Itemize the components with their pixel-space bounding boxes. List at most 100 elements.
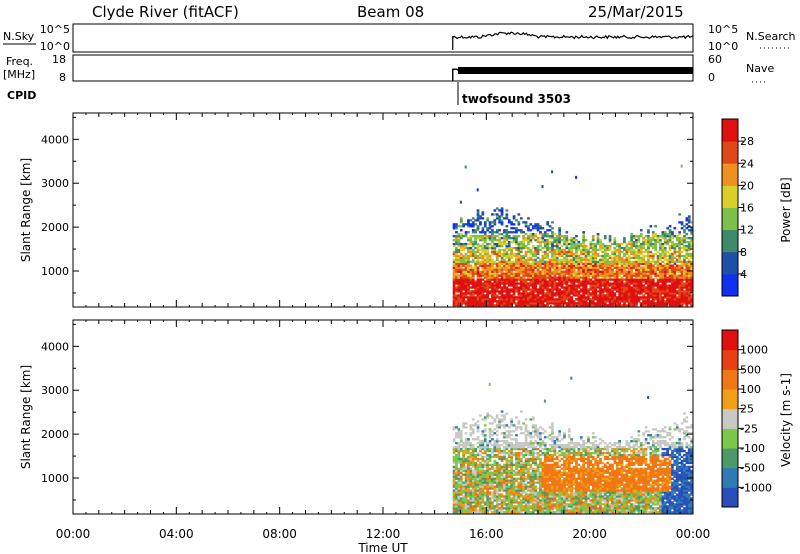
data-cell [546,451,549,455]
data-cell [503,258,506,261]
data-cell [500,410,504,413]
data-cell [522,446,525,449]
data-cell [582,244,585,248]
data-cell [455,304,458,307]
data-cell [462,495,465,498]
data-cell [481,242,485,246]
data-cell [606,258,609,261]
data-cell [464,296,468,299]
data-cell [491,304,494,307]
data-cell [615,270,619,273]
data-cell [541,491,545,494]
data-cell [678,266,681,269]
data-cell [486,483,489,486]
data-cell [623,298,626,301]
data-cell [529,272,533,275]
data-cell [543,276,547,279]
data-cell [596,278,600,281]
data-cell [476,298,480,301]
data-cell [529,290,533,293]
data-cell [534,233,537,236]
data-cell [599,298,602,301]
data-cell [680,304,684,307]
data-cell [587,248,590,252]
data-cell [481,493,485,496]
data-cell [529,475,533,478]
data-cell [479,503,482,506]
data-cell [505,288,509,291]
data-cell [522,288,525,291]
data-cell [582,270,585,273]
data-cell [522,489,525,492]
data-cell [584,256,588,259]
data-cell [608,294,612,297]
data-cell [519,302,523,305]
data-cell [601,278,605,281]
data-cell [459,284,463,287]
data-cell [479,300,482,303]
data-cell [500,479,504,482]
data-cell [666,286,669,289]
data-cell [644,260,648,263]
data-cell [505,503,509,506]
data-cell [685,280,689,283]
data-cell [486,477,489,480]
cpid-value: twofsound 3503 [462,92,571,106]
data-cell [603,260,607,263]
data-cell [503,280,506,283]
data-cell [527,258,530,261]
data-cell [584,296,588,299]
data-cell [455,266,458,269]
data-cell [642,298,645,301]
data-cell [486,459,489,463]
data-cell [615,260,619,263]
data-cell [512,489,516,492]
data-cell [467,272,470,275]
data-cell [522,266,525,269]
data-cell [467,481,470,484]
data-cell [524,485,528,488]
data-cell [522,221,525,224]
data-cell [495,499,499,502]
data-cell [464,469,468,472]
data-cell [680,284,684,287]
data-cell [481,292,485,295]
data-cell [651,264,655,267]
data-cell [503,296,506,299]
data-cell [563,276,566,279]
data-cell [505,280,509,283]
data-cell [541,477,545,480]
data-cell [553,503,557,506]
data-cell [524,254,528,258]
data-cell [503,424,506,427]
data-cell [654,290,657,293]
data-cell [512,491,516,494]
data-cell [663,235,667,238]
data-cell [524,444,528,447]
data-cell [486,260,489,263]
data-cell [546,276,549,279]
data-cell [452,451,456,455]
data-cell [613,256,617,259]
data-cell [596,272,600,275]
data-cell [635,244,638,248]
data-cell [519,451,523,455]
data-cell [469,453,473,457]
data-cell [659,252,662,256]
data-cell [498,418,501,421]
data-cell [455,475,458,478]
data-cell [647,272,650,275]
data-cell [539,278,542,281]
data-cell [608,272,612,275]
data-cell [668,274,672,277]
data-cell [476,426,480,429]
data-cell [548,489,552,492]
data-cell [608,300,612,303]
data-cell [678,246,681,250]
data-cell [524,463,528,466]
data-cell [601,272,605,275]
data-cell [483,264,487,267]
data-cell [551,300,554,303]
data-cell [553,248,557,252]
data-cell [639,274,643,277]
